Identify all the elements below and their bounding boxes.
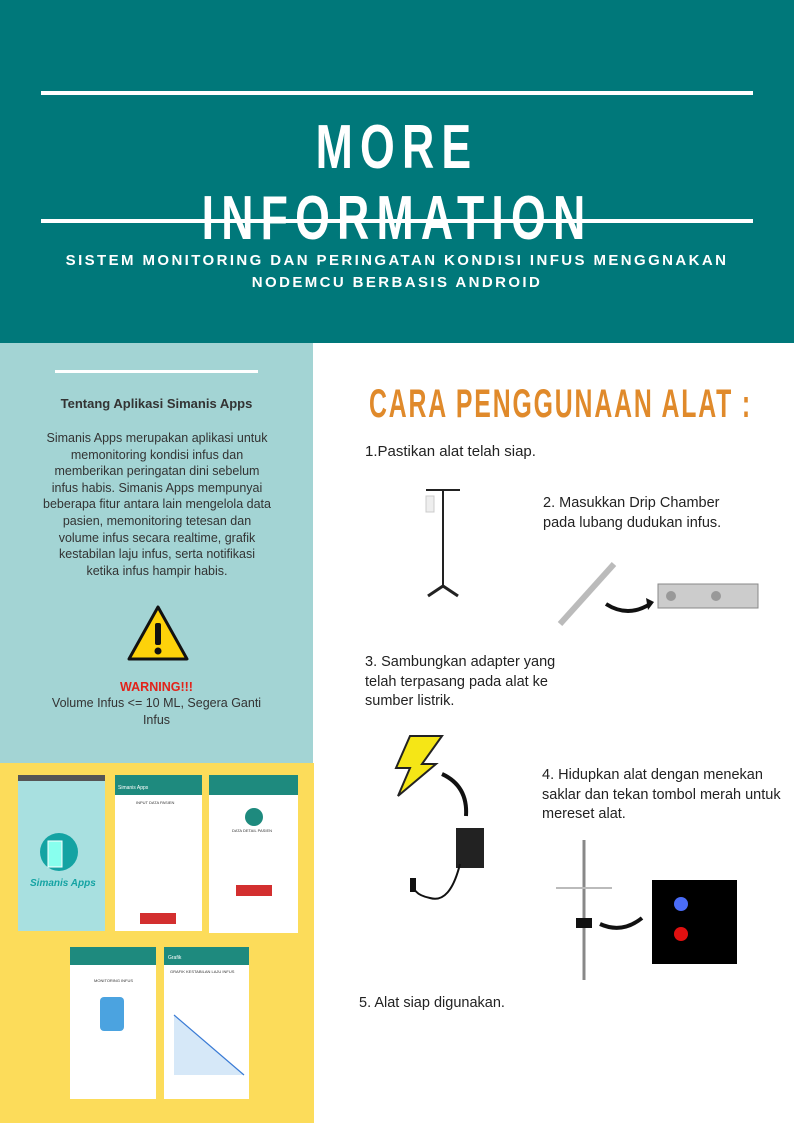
step: 1.Pastikan alat telah siap.	[365, 443, 536, 460]
title: MORE INFORMATION	[201, 113, 593, 253]
drip-chamber	[557, 561, 759, 627]
subtitle: SISTEM MONITORING DAN PERINGATAN KONDISI…	[65, 252, 729, 291]
sidebar	[0, 343, 313, 763]
adapter	[394, 735, 484, 900]
warning-text: Volume Infus <= 10 ML, Segera Ganti Infu…	[51, 696, 262, 727]
app-bar: Simanis Apps	[118, 785, 149, 791]
step: 5. Alat siap digunakan.	[359, 995, 505, 1011]
step: 3. Sambungkan adapter yang telah terpasa…	[365, 654, 556, 709]
screen-heading: MONITORING INFUS	[94, 978, 134, 983]
screen-heading: DATA DETAIL PASIEN	[232, 828, 273, 833]
sidebar-body: Simanis Apps merupakan aplikasi untuk me…	[43, 431, 271, 578]
divider	[55, 370, 258, 373]
divider	[41, 91, 753, 95]
sidebar-heading: Tentang Aplikasi Simanis Apps	[60, 396, 253, 411]
warning-icon	[127, 605, 189, 661]
app-bar: Grafik	[168, 955, 182, 961]
steps-title: CARA PENGGUNAAN ALAT :	[369, 382, 753, 426]
app-screenshots	[18, 775, 298, 1099]
screen-heading: GRAFIK KESTABILAN LAJU INFUS	[170, 969, 235, 974]
screen-heading: INPUT DATA PASIEN	[136, 800, 175, 805]
app-logo: Simanis Apps	[30, 878, 96, 889]
device	[556, 840, 737, 980]
divider	[41, 219, 753, 223]
step: 4. Hidupkan alat dengan menekan saklar d…	[542, 767, 781, 822]
warning-label: WARNING!!!	[120, 680, 193, 694]
step: 2. Masukkan Drip Chamber pada lubang dud…	[543, 495, 722, 531]
header	[0, 0, 794, 343]
iv-stand	[425, 489, 460, 598]
